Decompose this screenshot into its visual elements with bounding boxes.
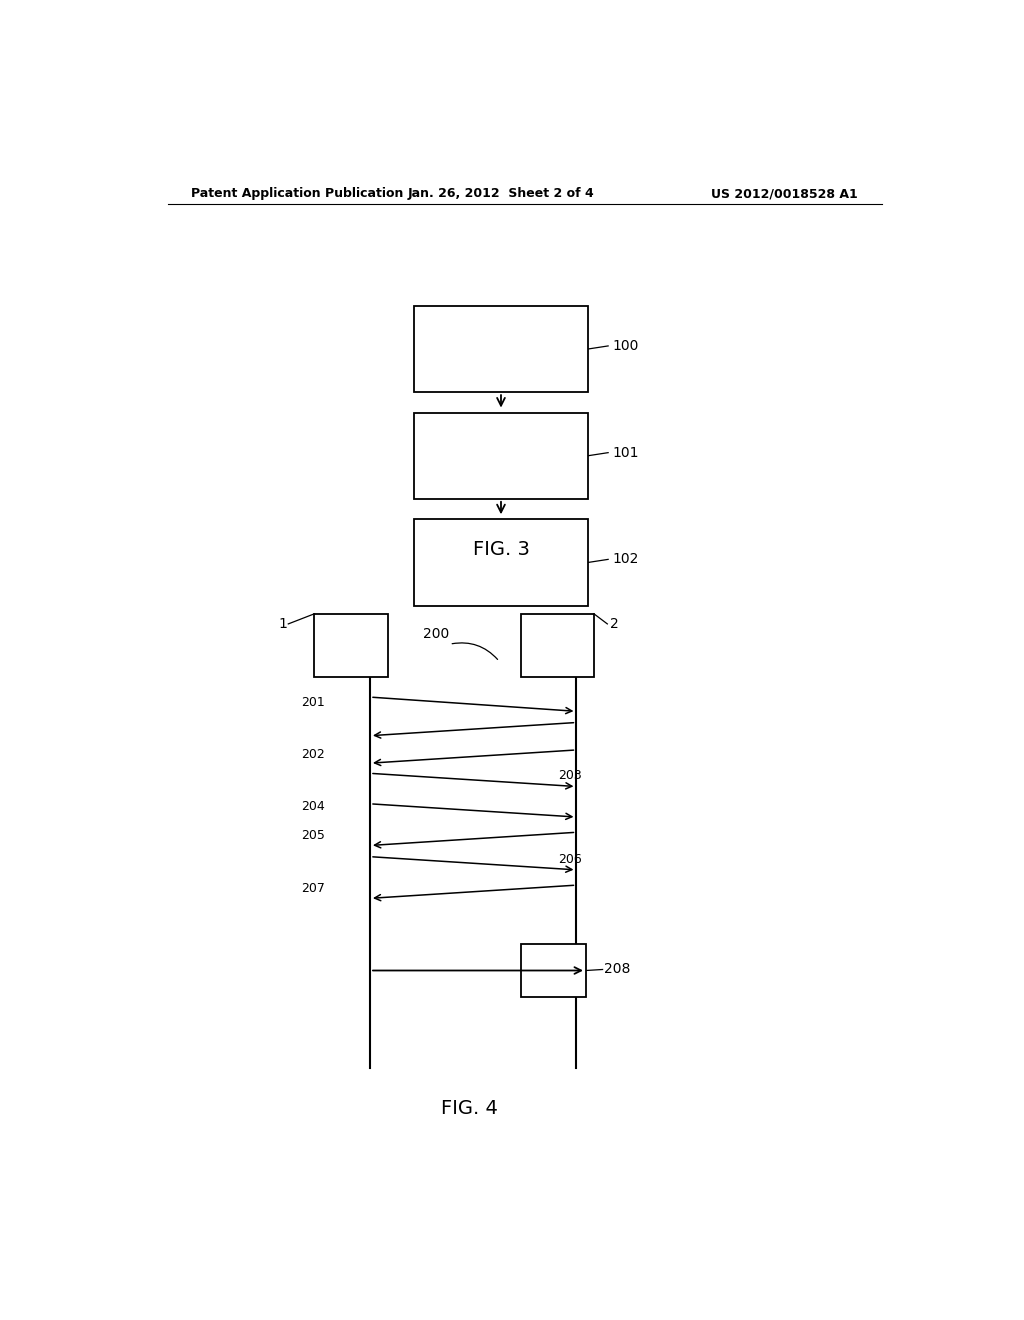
Bar <box>521 614 594 677</box>
Bar <box>521 944 586 997</box>
Text: 207: 207 <box>301 882 325 895</box>
Text: 206: 206 <box>558 853 582 866</box>
Bar <box>414 519 588 606</box>
Text: 102: 102 <box>612 552 639 566</box>
Bar <box>414 412 588 499</box>
Text: 100: 100 <box>612 339 639 352</box>
Text: 101: 101 <box>612 446 639 459</box>
Bar <box>414 306 588 392</box>
Text: Jan. 26, 2012  Sheet 2 of 4: Jan. 26, 2012 Sheet 2 of 4 <box>408 187 594 201</box>
Text: Patent Application Publication: Patent Application Publication <box>191 187 403 201</box>
Text: 201: 201 <box>301 696 325 709</box>
Text: 200: 200 <box>423 627 450 642</box>
Bar <box>314 614 387 677</box>
Text: 208: 208 <box>604 962 631 977</box>
Text: FIG. 3: FIG. 3 <box>472 540 529 560</box>
Text: 202: 202 <box>301 747 325 760</box>
Text: US 2012/0018528 A1: US 2012/0018528 A1 <box>712 187 858 201</box>
Text: 203: 203 <box>558 768 582 781</box>
Text: 1: 1 <box>279 616 288 631</box>
Text: 205: 205 <box>301 829 325 842</box>
Text: 204: 204 <box>301 800 325 813</box>
Text: 2: 2 <box>609 616 618 631</box>
Text: FIG. 4: FIG. 4 <box>440 1100 498 1118</box>
